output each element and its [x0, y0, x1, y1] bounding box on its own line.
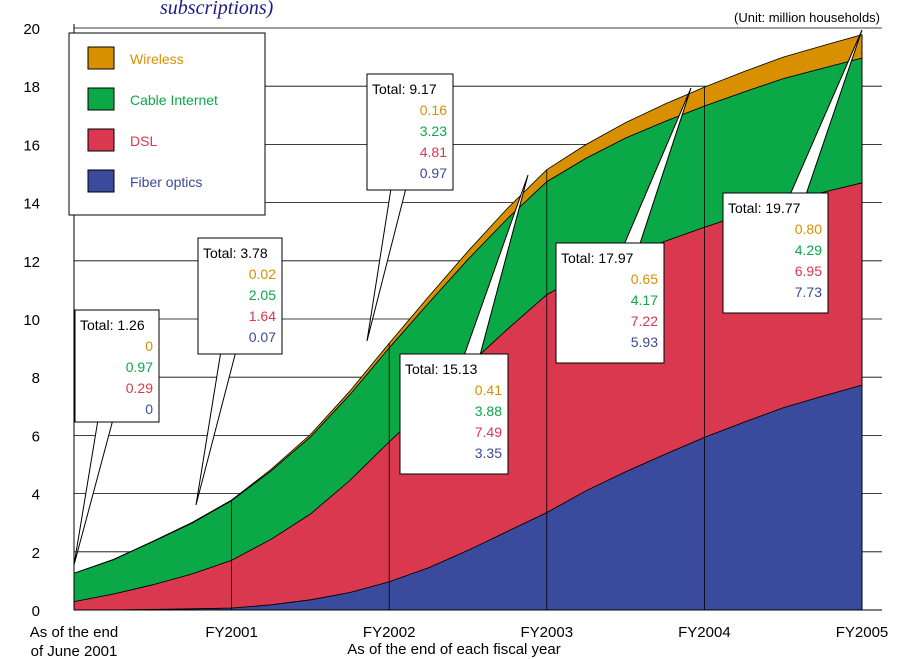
callout-1-total: Total: 3.78 — [203, 245, 268, 261]
legend: Wireless Cable Internet DSL Fiber optics — [68, 32, 266, 216]
y-tick-label-18: 18 — [23, 79, 40, 96]
y-tick-label-20: 20 — [23, 21, 40, 38]
x-tick-label-0-line2: of June 2001 — [31, 643, 118, 659]
callout-0-fiber: 0 — [145, 401, 153, 417]
callout-4-fiber: 5.93 — [631, 334, 658, 350]
callout-1-cable: 2.05 — [249, 287, 276, 303]
callout-1: Total: 3.78 0.02 2.05 1.64 0.07 — [195, 237, 283, 506]
chart-title: subscriptions) — [160, 0, 274, 19]
callout-3: Total: 15.13 0.41 3.88 7.49 3.35 — [399, 174, 529, 475]
legend-swatch-1 — [87, 87, 115, 111]
legend-swatch-3 — [87, 169, 115, 193]
callout-0-cable: 0.97 — [126, 359, 153, 375]
callout-2: Total: 9.17 0.16 3.23 4.81 0.97 — [366, 73, 454, 342]
y-tick-label-2: 2 — [32, 545, 40, 562]
callout-2-cable: 3.23 — [420, 123, 447, 139]
callout-3-cable: 3.88 — [475, 403, 502, 419]
callout-4-dsl: 7.22 — [631, 313, 658, 329]
callout-2-dsl: 4.81 — [420, 144, 447, 160]
legend-label-0: Wireless — [130, 51, 184, 67]
x-tick-label-4: FY2004 — [678, 624, 731, 641]
legend-label-2: DSL — [130, 133, 157, 149]
callout-4: Total: 17.97 0.65 4.17 7.22 5.93 — [555, 87, 692, 364]
callout-2-fiber: 0.97 — [420, 165, 447, 181]
callout-4-wireless: 0.65 — [631, 271, 658, 287]
callout-5-fiber: 7.73 — [795, 284, 822, 300]
legend-label-3: Fiber optics — [130, 174, 202, 190]
callout-4-total: Total: 17.97 — [561, 250, 634, 266]
callout-5-wireless: 0.80 — [795, 221, 822, 237]
callout-2-total: Total: 9.17 — [372, 81, 437, 97]
unit-label: (Unit: million households) — [734, 10, 880, 25]
legend-swatch-0 — [87, 46, 115, 70]
callout-3-total: Total: 15.13 — [405, 361, 478, 377]
y-tick-label-16: 16 — [23, 137, 40, 154]
x-tick-label-1: FY2001 — [205, 624, 258, 641]
callout-box-2 — [366, 73, 454, 191]
axes: 0 2 4 6 8 10 12 14 16 18 20 As of the end of June 20… — [23, 21, 888, 659]
y-tick-label-12: 12 — [23, 254, 40, 271]
y-tick-label-6: 6 — [32, 428, 40, 445]
x-tick-label-5: FY2005 — [836, 624, 889, 641]
callout-5-cable: 4.29 — [795, 242, 822, 258]
callout-1-fiber: 0.07 — [249, 329, 276, 345]
callout-0-total: Total: 1.26 — [80, 317, 145, 333]
callout-box-5 — [722, 192, 829, 314]
callout-4-cable: 4.17 — [631, 292, 658, 308]
callout-1-dsl: 1.64 — [249, 308, 276, 324]
y-tick-label-8: 8 — [32, 370, 40, 387]
callout-box-1 — [197, 237, 283, 355]
fiscal-year-markers — [73, 34, 863, 610]
callout-5-dsl: 6.95 — [795, 263, 822, 279]
callout-3-wireless: 0.41 — [475, 382, 502, 398]
y-tick-label-0: 0 — [32, 603, 40, 620]
y-tick-label-10: 10 — [23, 312, 40, 329]
y-tick-label-14: 14 — [23, 196, 40, 213]
callout-box-3 — [399, 353, 509, 475]
callout-box-0 — [74, 309, 160, 423]
x-tick-label-0: As of the end — [30, 624, 118, 641]
legend-swatch-2 — [87, 128, 115, 152]
callout-0-dsl: 0.29 — [126, 380, 153, 396]
callout-5: Total: 19.77 0.80 4.29 6.95 7.73 — [722, 29, 863, 314]
callout-0-wireless: 0 — [145, 338, 153, 354]
callout-2-wireless: 0.16 — [420, 102, 447, 118]
callout-5-total: Total: 19.77 — [728, 200, 801, 216]
callout-3-dsl: 7.49 — [475, 424, 502, 440]
callout-3-fiber: 3.35 — [475, 445, 502, 461]
y-tick-label-4: 4 — [32, 487, 40, 504]
x-tick-label-3: FY2003 — [521, 624, 574, 641]
callout-1-wireless: 0.02 — [249, 266, 276, 282]
x-axis-label: As of the end of each fiscal year — [347, 641, 560, 658]
x-tick-label-2: FY2002 — [363, 624, 416, 641]
callout-box-4 — [555, 242, 665, 364]
legend-label-1: Cable Internet — [130, 92, 218, 108]
